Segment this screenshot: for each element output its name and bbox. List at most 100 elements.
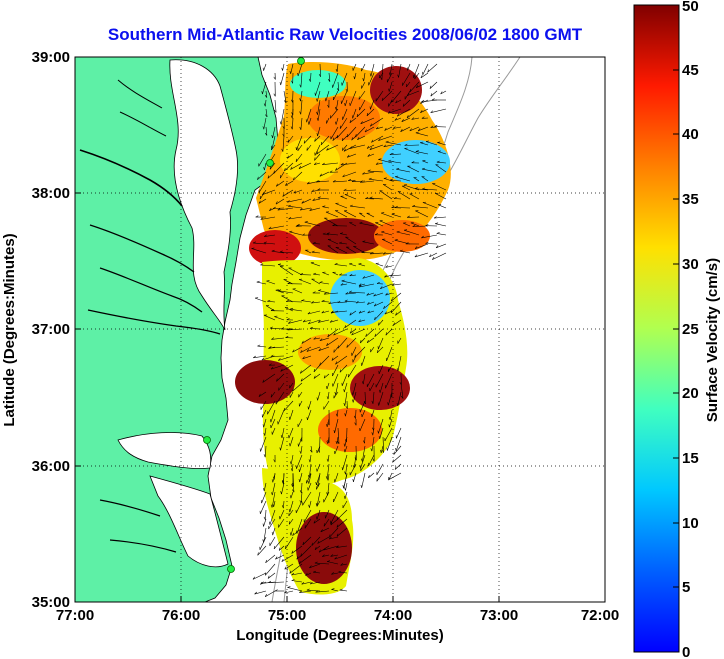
velocity-vector-head <box>331 310 334 313</box>
velocity-vector-head <box>415 85 419 88</box>
velocity-vector <box>340 233 348 236</box>
velocity-vector-head <box>320 141 322 145</box>
velocity-vector <box>300 207 312 211</box>
velocity-core-south-a <box>296 512 352 584</box>
velocity-vector <box>301 198 312 204</box>
velocity-vector <box>394 117 402 121</box>
velocity-vector-head <box>260 217 264 220</box>
velocity-core-central-b <box>298 334 362 370</box>
velocity-vector <box>343 189 357 191</box>
velocity-vector-head <box>331 572 334 575</box>
velocity-vector-head <box>384 311 387 315</box>
velocity-vector-head <box>292 349 295 353</box>
velocity-vector-head <box>420 141 424 143</box>
velocity-vector <box>306 472 312 484</box>
velocity-vector <box>316 500 321 507</box>
velocity-vector <box>316 509 321 520</box>
velocity-vector-head <box>343 443 346 447</box>
velocity-vector <box>341 373 348 387</box>
velocity-vector <box>414 243 429 249</box>
velocity-vector-head <box>269 326 273 329</box>
velocity-vector <box>395 99 402 104</box>
velocity-vector-head <box>268 363 272 366</box>
velocity-vector <box>351 135 357 141</box>
velocity-vector-head <box>290 468 293 472</box>
velocity-vector-head <box>374 233 378 236</box>
velocity-vector <box>383 252 393 255</box>
velocity-vector-head <box>411 117 415 120</box>
velocity-vector <box>430 90 438 97</box>
velocity-vector <box>430 108 447 113</box>
velocity-vector-head <box>271 479 274 483</box>
velocity-vector-head <box>421 99 425 103</box>
velocity-vector-head <box>343 188 347 191</box>
colorbar-tick-label: 40 <box>682 126 699 143</box>
velocity-vector <box>397 337 402 344</box>
velocity-vector <box>334 418 339 434</box>
velocity-vector-head <box>334 556 337 560</box>
velocity-vector-head <box>372 458 375 462</box>
velocity-vector <box>275 391 285 405</box>
velocity-vector <box>413 63 420 78</box>
velocity-vector <box>297 418 303 428</box>
velocity-vector <box>388 160 402 164</box>
velocity-vector <box>276 180 285 187</box>
velocity-vector-head <box>380 286 383 289</box>
velocity-vector-head <box>326 396 329 400</box>
velocity-vector-head <box>378 322 380 326</box>
velocity-vector <box>291 572 303 576</box>
velocity-vector <box>290 527 294 536</box>
velocity-vector-head <box>326 342 329 346</box>
velocity-vector <box>379 190 393 200</box>
velocity-vector-head <box>339 241 343 244</box>
velocity-vector <box>278 382 285 391</box>
velocity-vector <box>385 328 393 336</box>
velocity-vector-head <box>281 148 284 152</box>
velocity-vector <box>400 382 404 399</box>
velocity-vector-head <box>366 339 369 343</box>
velocity-vector <box>283 473 285 483</box>
velocity-vector-head <box>400 395 404 399</box>
velocity-vector-head <box>326 424 328 427</box>
velocity-vector-head <box>394 117 398 121</box>
velocity-vector <box>401 117 411 122</box>
velocity-vector <box>304 221 321 227</box>
velocity-vector-head <box>425 241 429 244</box>
velocity-vector <box>352 355 357 363</box>
velocity-vector <box>321 310 330 314</box>
velocity-vector-head <box>324 98 327 102</box>
velocity-vector <box>422 188 438 191</box>
velocity-vector-head <box>273 76 276 80</box>
velocity-vector-head <box>257 552 259 556</box>
velocity-vector-head <box>321 299 325 302</box>
velocity-vector <box>317 391 321 401</box>
velocity-vector <box>267 301 276 303</box>
velocity-vector-head <box>262 67 264 71</box>
velocity-vector <box>378 159 393 164</box>
velocity-vector <box>352 382 357 396</box>
velocity-vector <box>301 581 312 585</box>
velocity-vector <box>374 301 384 307</box>
velocity-vector-head <box>266 280 270 282</box>
velocity-vector <box>398 63 402 78</box>
velocity-vector-head <box>361 251 365 253</box>
velocity-vector <box>314 153 321 161</box>
velocity-vector <box>258 153 267 167</box>
velocity-vector <box>313 364 321 373</box>
velocity-vector <box>310 262 321 267</box>
velocity-vector <box>281 295 294 303</box>
velocity-vector <box>289 409 294 420</box>
velocity-vector-head <box>330 115 332 119</box>
velocity-vector <box>349 144 366 149</box>
velocity-vector <box>392 454 402 463</box>
velocity-vector <box>313 518 321 524</box>
radar-site-north <box>297 57 305 65</box>
velocity-vector-head <box>302 356 305 360</box>
velocity-vector <box>300 72 303 88</box>
velocity-vector-head <box>270 354 274 357</box>
velocity-vector-head <box>359 465 361 469</box>
velocity-vector-head <box>385 292 388 296</box>
velocity-vector <box>263 418 267 428</box>
velocity-vector <box>333 491 339 503</box>
velocity-vector-head <box>394 239 398 241</box>
